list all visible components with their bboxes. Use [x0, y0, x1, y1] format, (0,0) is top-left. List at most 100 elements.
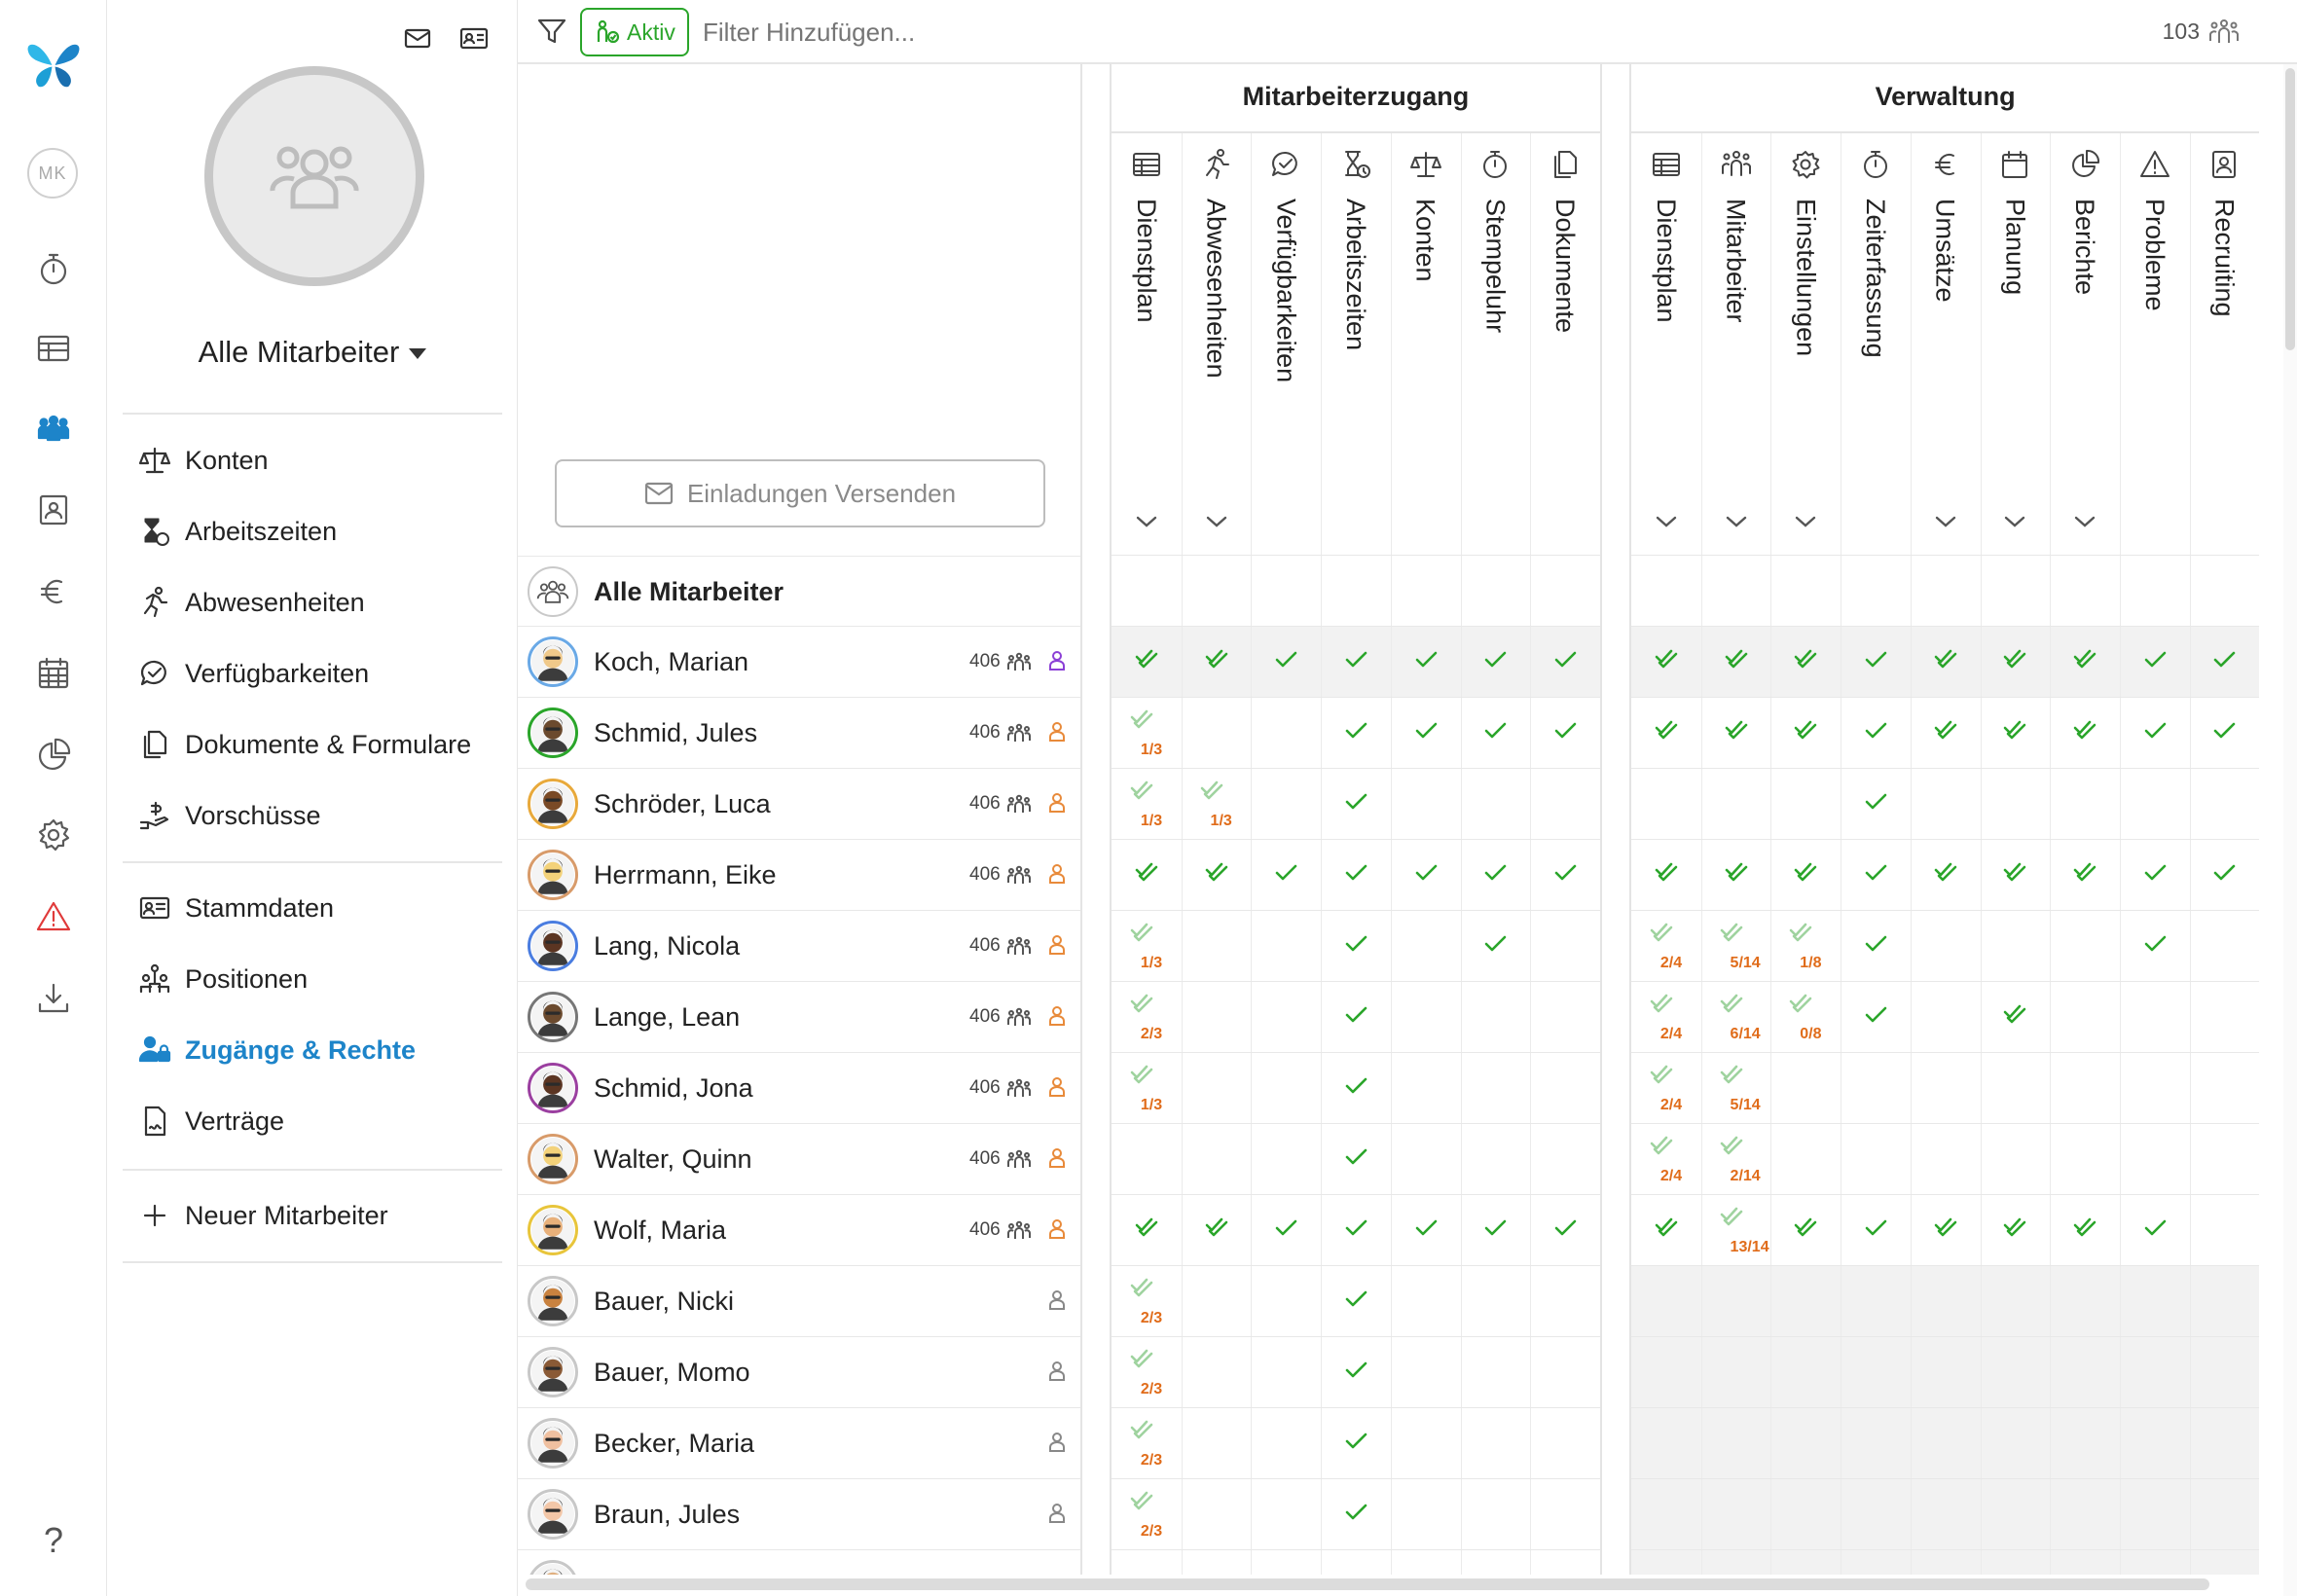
- nav-verfuegbarkeiten[interactable]: Verfügbarkeiten: [138, 645, 369, 702]
- employee-row[interactable]: Herrmann, Eike 406: [518, 839, 1080, 910]
- check-icon[interactable]: [1339, 645, 1372, 674]
- check-icon[interactable]: [1549, 716, 1582, 745]
- double-check-icon[interactable]: [2068, 856, 2101, 886]
- double-check-icon[interactable]: [1125, 1346, 1158, 1375]
- employee-row[interactable]: Bauer, Nicki: [518, 1265, 1080, 1336]
- double-check-icon[interactable]: [1998, 643, 2031, 672]
- double-check-icon[interactable]: [1929, 856, 1962, 886]
- double-check-icon[interactable]: [1650, 1212, 1683, 1241]
- check-icon[interactable]: [1409, 716, 1442, 745]
- double-check-icon[interactable]: [1125, 1275, 1158, 1304]
- employee-row[interactable]: Wolf, Maria 406: [518, 1194, 1080, 1265]
- warning-icon[interactable]: [26, 889, 81, 944]
- stopwatch-icon[interactable]: [26, 241, 81, 296]
- scrollbar-thumb[interactable]: [2285, 68, 2295, 350]
- double-check-icon[interactable]: [1125, 1488, 1158, 1517]
- check-icon[interactable]: [1339, 1000, 1372, 1030]
- column-header-dienstplan[interactable]: Dienstplan: [1651, 199, 1681, 323]
- chevron-down-icon[interactable]: [1933, 512, 1958, 531]
- nav-vorschuesse[interactable]: Vorschüsse: [138, 787, 321, 844]
- send-invitations-button[interactable]: Einladungen Versenden: [555, 459, 1045, 527]
- id-card-icon[interactable]: [456, 19, 492, 56]
- chevron-down-icon[interactable]: [2002, 512, 2027, 531]
- employee-row[interactable]: Becker, Maria: [518, 1407, 1080, 1478]
- double-check-icon[interactable]: [1200, 1212, 1233, 1241]
- check-icon[interactable]: [1339, 1498, 1372, 1527]
- employee-row[interactable]: Bauer, Momo: [518, 1336, 1080, 1407]
- check-icon[interactable]: [1859, 1000, 1892, 1030]
- role-employee-icon[interactable]: [1047, 1432, 1067, 1453]
- check-icon[interactable]: [1859, 787, 1892, 816]
- double-check-icon[interactable]: [1645, 1062, 1678, 1091]
- chevron-down-icon[interactable]: [2072, 512, 2097, 531]
- check-icon[interactable]: [2138, 716, 2171, 745]
- double-check-icon[interactable]: [1125, 707, 1158, 736]
- double-check-icon[interactable]: [1200, 643, 1233, 672]
- double-check-icon[interactable]: [1715, 920, 1748, 949]
- nav-dokumente[interactable]: Dokumente & Formulare: [138, 716, 471, 773]
- chevron-down-icon[interactable]: [1654, 512, 1679, 531]
- employee-row[interactable]: Schröder, Luca 406: [518, 768, 1080, 839]
- employee-row[interactable]: Schmid, Jules 406: [518, 697, 1080, 768]
- double-check-icon[interactable]: [1720, 714, 1753, 744]
- double-check-icon[interactable]: [1645, 1133, 1678, 1162]
- check-icon[interactable]: [2207, 716, 2241, 745]
- column-header-berichte[interactable]: Berichte: [2070, 199, 2100, 296]
- check-icon[interactable]: [1339, 1427, 1372, 1456]
- column-header-recruiting[interactable]: Recruiting: [2209, 199, 2240, 317]
- filter-icon[interactable]: [535, 15, 568, 48]
- check-icon[interactable]: [1409, 1214, 1442, 1243]
- employee-row[interactable]: Walter, Quinn 406: [518, 1123, 1080, 1194]
- double-check-icon[interactable]: [1789, 1212, 1822, 1241]
- euro-icon[interactable]: [26, 564, 81, 619]
- role-employee-icon[interactable]: [1047, 1360, 1067, 1382]
- check-icon[interactable]: [1339, 858, 1372, 888]
- check-icon[interactable]: [1339, 1356, 1372, 1385]
- check-icon[interactable]: [1339, 716, 1372, 745]
- double-check-icon[interactable]: [1715, 1204, 1748, 1233]
- check-icon[interactable]: [1269, 645, 1302, 674]
- double-check-icon[interactable]: [1929, 1212, 1962, 1241]
- nav-positionen[interactable]: Positionen: [138, 951, 308, 1007]
- check-icon[interactable]: [1859, 1214, 1892, 1243]
- check-icon[interactable]: [1549, 1214, 1582, 1243]
- check-icon[interactable]: [1269, 858, 1302, 888]
- check-icon[interactable]: [1269, 1214, 1302, 1243]
- chevron-down-icon[interactable]: [1793, 512, 1818, 531]
- check-icon[interactable]: [2207, 858, 2241, 888]
- role-manager-icon[interactable]: [1047, 1005, 1067, 1027]
- chevron-down-icon[interactable]: [1134, 512, 1159, 531]
- double-check-icon[interactable]: [1125, 920, 1158, 949]
- gear-icon[interactable]: [26, 808, 81, 862]
- employee-row[interactable]: Koch, Marian 406: [518, 626, 1080, 697]
- double-check-icon[interactable]: [1998, 714, 2031, 744]
- column-header-zeiterfassung[interactable]: Zeiterfassung: [1860, 199, 1890, 358]
- employee-row[interactable]: Lange, Lean 406: [518, 981, 1080, 1052]
- role-employee-icon[interactable]: [1047, 1574, 1067, 1575]
- double-check-icon[interactable]: [1715, 1062, 1748, 1091]
- check-icon[interactable]: [1478, 716, 1512, 745]
- role-manager-icon[interactable]: [1047, 792, 1067, 814]
- check-icon[interactable]: [1339, 1214, 1372, 1243]
- chevron-down-icon[interactable]: [1204, 512, 1229, 531]
- role-manager-icon[interactable]: [1047, 721, 1067, 743]
- check-icon[interactable]: [1478, 858, 1512, 888]
- double-check-icon[interactable]: [1715, 1133, 1748, 1162]
- nav-zugaenge-rechte[interactable]: Zugänge & Rechte: [138, 1022, 416, 1078]
- double-check-icon[interactable]: [1929, 643, 1962, 672]
- check-icon[interactable]: [2138, 858, 2171, 888]
- check-icon[interactable]: [1549, 858, 1582, 888]
- double-check-icon[interactable]: [1650, 643, 1683, 672]
- check-icon[interactable]: [1478, 929, 1512, 959]
- column-header-mitarbeiter[interactable]: Mitarbeiter: [1721, 199, 1751, 323]
- group-selector[interactable]: Alle Mitarbeiter: [107, 335, 518, 370]
- double-check-icon[interactable]: [1789, 856, 1822, 886]
- horizontal-scrollbar[interactable]: [526, 1578, 2209, 1590]
- check-icon[interactable]: [1339, 1071, 1372, 1101]
- column-header-planung[interactable]: Planung: [2000, 199, 2030, 296]
- column-header-dokumente[interactable]: Dokumente: [1550, 199, 1581, 334]
- column-header-verfügbarkeiten[interactable]: Verfügbarkeiten: [1271, 199, 1301, 383]
- column-header-einstellungen[interactable]: Einstellungen: [1791, 199, 1821, 357]
- check-icon[interactable]: [1339, 929, 1372, 959]
- check-icon[interactable]: [2138, 929, 2171, 959]
